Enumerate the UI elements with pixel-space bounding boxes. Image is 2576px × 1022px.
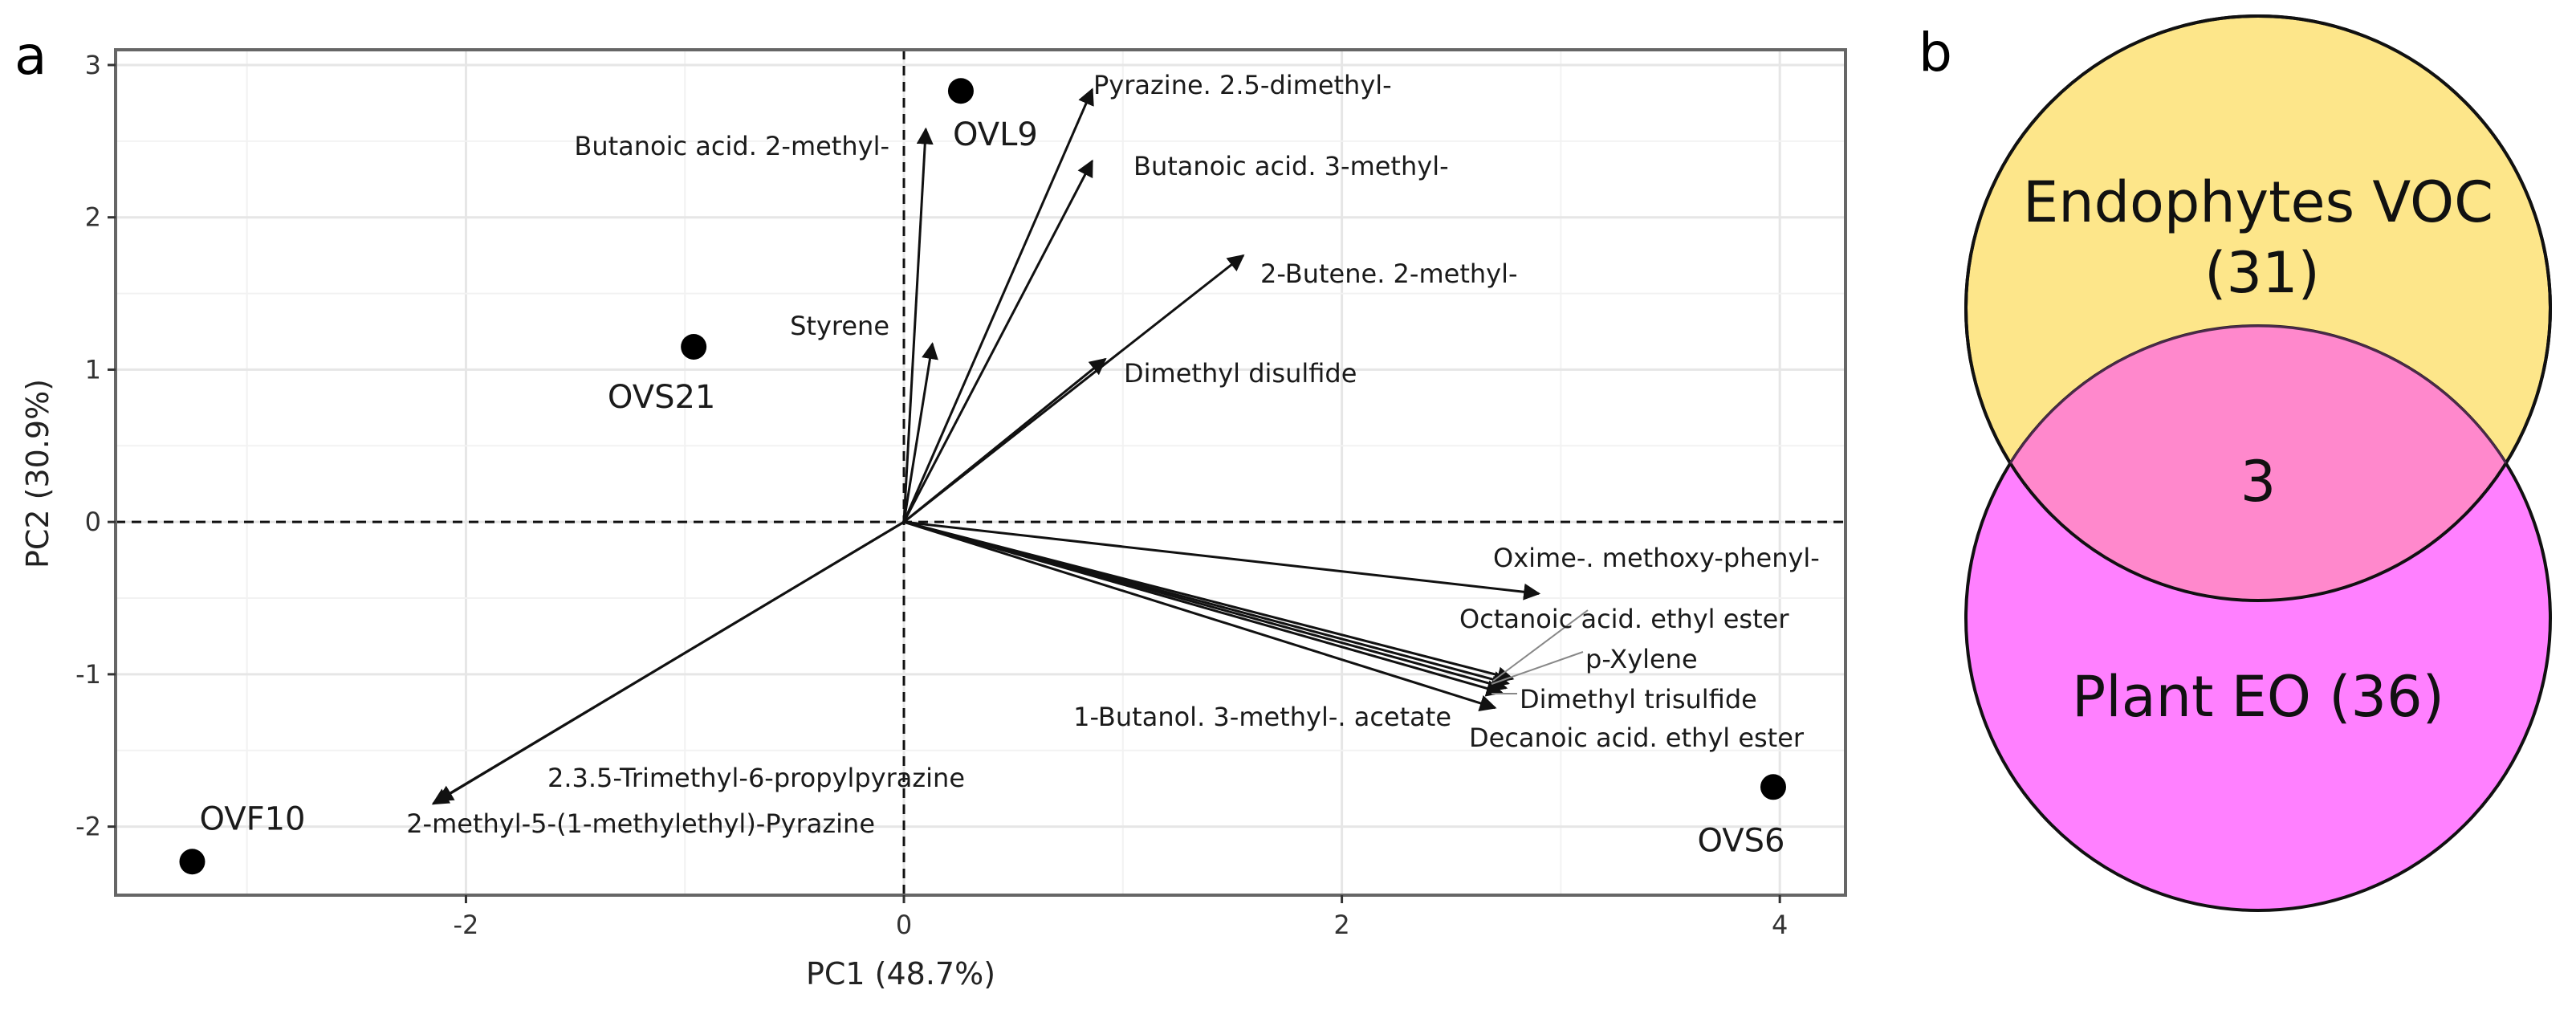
loading-labels: Pyrazine. 2.5-dimethyl- Butanoic acid. 2-… — [406, 70, 1820, 839]
y-tick-label: 0 — [85, 507, 101, 537]
grid — [116, 50, 1846, 895]
venn-intersection-count: 3 — [2240, 449, 2277, 515]
venn-count-endophytes-voc: (31) — [2204, 240, 2320, 306]
plot-border — [114, 48, 1847, 897]
sample-label-ovl9: OVL9 — [953, 116, 1038, 153]
y-axis-title: PC2 (30.9%) — [20, 379, 55, 568]
panel-b-label: b — [1919, 22, 1952, 83]
x-tick-label: 4 — [1772, 910, 1788, 940]
label-2-butene-2-methyl: 2-Butene. 2-methyl- — [1260, 259, 1518, 289]
sample-point-ovs21 — [681, 333, 707, 360]
venn-intersection — [1966, 326, 2550, 601]
label-octanoic-acid-ethyl-ester: Octanoic acid. ethyl ester — [1459, 604, 1789, 634]
venn-panel: b Endophytes VOC (31) 3 Plant EO (36) — [1919, 14, 2552, 912]
label-dimethyl-trisulfide: Dimethyl trisulfide — [1520, 684, 1757, 715]
sample-labels: OVL9 OVS21 OVF10 OVS6 — [199, 116, 1784, 859]
label-2-methyl-5-1-methylethyl-pyrazine: 2-methyl-5-(1-methylethyl)-Pyrazine — [406, 808, 875, 839]
sample-points — [179, 78, 1786, 875]
sample-label-ovs6: OVS6 — [1697, 822, 1784, 859]
label-butanoic-acid-3-methyl: Butanoic acid. 3-methyl- — [1133, 151, 1449, 181]
label-pyrazine-2-5-dimethyl: Pyrazine. 2.5-dimethyl- — [1093, 70, 1392, 100]
label-decanoic-acid-ethyl-ester: Decanoic acid. ethyl ester — [1469, 723, 1805, 753]
vector-butanoic-acid-2-methyl — [902, 127, 934, 523]
venn-top-outline — [1964, 14, 2552, 602]
vector-oxime-methoxy-phenyl — [903, 520, 1541, 601]
sample-point-ovs6 — [1760, 774, 1786, 800]
sample-label-ovs21: OVS21 — [608, 379, 715, 416]
x-tick-label: 0 — [896, 910, 912, 940]
venn-bottom-outline-inner — [1966, 324, 2550, 601]
label-p-xylene: p-Xylene — [1585, 644, 1698, 674]
y-tick-label: 3 — [85, 50, 101, 80]
sample-label-ovf10: OVF10 — [199, 800, 305, 837]
label-leader-lines — [1491, 609, 1589, 694]
loading-vectors — [431, 88, 1541, 805]
vector-styrene — [902, 342, 938, 523]
vector-pyrazine-2-5-dimethyl — [902, 88, 1094, 523]
y-tick-label: 1 — [85, 354, 101, 385]
label-butanoic-acid-2-methyl: Butanoic acid. 2-methyl- — [574, 131, 889, 161]
label-oxime-methoxy-phenyl: Oxime-. methoxy-phenyl- — [1493, 543, 1820, 573]
label-1-butanol-3-methyl-acetate: 1-Butanol. 3-methyl-. acetate — [1073, 702, 1451, 732]
label-2-3-5-trimethyl-6-propylpyrazine: 2.3.5-Trimethyl-6-propylpyrazine — [547, 763, 965, 793]
panel-a-label: a — [14, 25, 47, 87]
x-axis-ticks: -2 0 2 4 — [454, 895, 1788, 940]
x-tick-label: -2 — [454, 910, 479, 940]
sample-point-ovf10 — [179, 849, 206, 875]
leader-line — [1492, 609, 1589, 682]
pca-biplot-panel: a -2 0 2 4 -2 -1 0 1 2 3 PC1 (48.7%) PC2 (30.9%)… — [14, 25, 1847, 991]
vector-1-butanol-3-methyl-acetate — [903, 520, 1497, 711]
y-axis-ticks: -2 -1 0 1 2 3 — [75, 50, 116, 842]
y-tick-label: -2 — [75, 812, 101, 842]
vector-dimethyl-disulfide — [903, 357, 1107, 523]
venn-label-plant-eo: Plant EO (36) — [2072, 664, 2444, 730]
vector-2-methyl-5-1-methylethyl-pyrazine — [436, 520, 905, 802]
vector-butanoic-acid-3-methyl — [902, 159, 1093, 523]
vector-decanoic-acid-ethyl-ester — [903, 520, 1504, 697]
x-tick-label: 2 — [1333, 910, 1349, 940]
venn-label-endophytes-voc: Endophytes VOC — [2023, 169, 2493, 235]
label-styrene: Styrene — [790, 311, 889, 341]
sample-point-ovl9 — [947, 78, 974, 104]
x-axis-title: PC1 (48.7%) — [806, 956, 995, 991]
y-tick-label: 2 — [85, 202, 101, 233]
reference-lines — [116, 50, 1846, 895]
y-tick-label: -1 — [75, 659, 101, 690]
label-dimethyl-disulfide: Dimethyl disulfide — [1124, 358, 1357, 389]
leader-line — [1491, 651, 1584, 685]
